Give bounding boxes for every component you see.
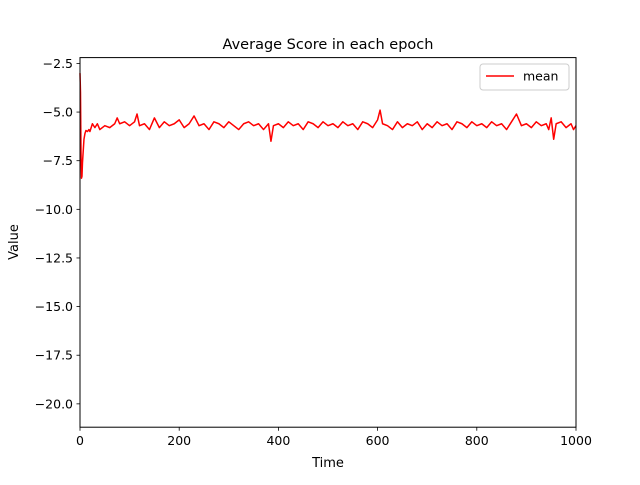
x-tick-label: 600 xyxy=(366,433,390,448)
y-tick-label: −10.0 xyxy=(35,202,73,217)
legend-box xyxy=(479,63,570,91)
y-tick-label: −17.5 xyxy=(35,348,73,363)
legend-label-mean: mean xyxy=(523,69,558,84)
x-tick-label: 1000 xyxy=(560,433,592,448)
y-tick-label: −7.5 xyxy=(43,153,73,168)
chart-title: Average Score in each epoch xyxy=(223,37,434,53)
series-line-mean xyxy=(79,73,577,179)
x-axis-label: Time xyxy=(311,456,344,471)
legend: mean xyxy=(479,63,570,91)
plot-area xyxy=(80,57,576,428)
y-tick-label: −12.5 xyxy=(35,250,73,265)
x-tick-label: 800 xyxy=(465,433,489,448)
y-tick-label: −20.0 xyxy=(35,396,73,411)
plot-frame xyxy=(79,57,577,428)
y-tick-label: −15.0 xyxy=(35,299,73,314)
y-tick-label: −2.5 xyxy=(43,56,73,71)
series-layer xyxy=(79,73,577,179)
y-axis-label: Value xyxy=(7,224,22,260)
y-tick-label: −5.0 xyxy=(43,105,73,120)
ticks-layer: 0 200 400 600 800 1000 −2.5 −5.0 −7.5 −10.0 −12.5 −… xyxy=(35,56,592,448)
x-tick-label: 0 xyxy=(76,433,84,448)
x-tick-label: 200 xyxy=(167,433,191,448)
x-tick-label: 400 xyxy=(266,433,290,448)
